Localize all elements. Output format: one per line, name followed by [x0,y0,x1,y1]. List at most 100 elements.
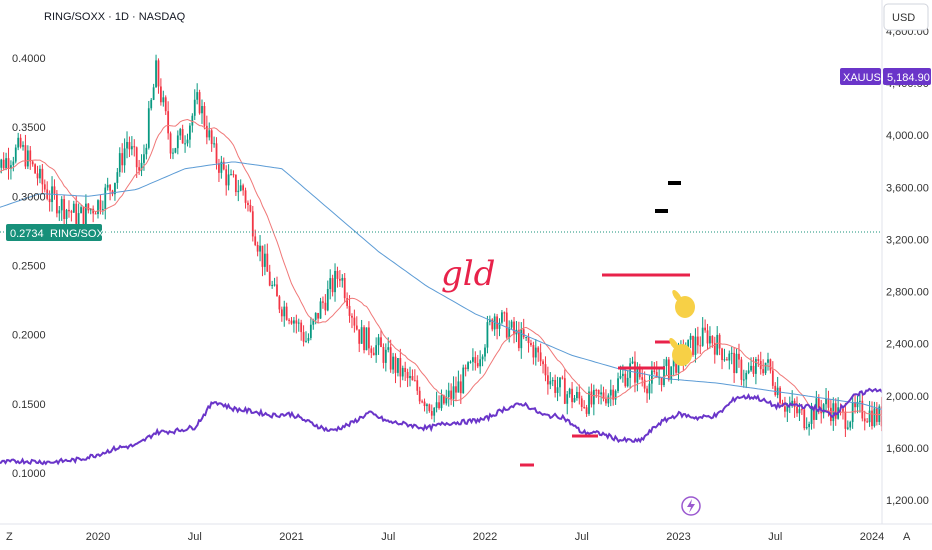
ratio-candle-body [34,164,37,174]
ratio-candle-body [588,391,590,414]
ratio-candle-body [271,284,274,286]
ratio-candle-body [208,130,211,138]
ratio-candle-body [846,427,849,429]
ratio-candle-body [650,370,653,384]
ratio-candle-body [859,400,861,402]
ratio-candle-body [172,152,174,154]
ratio-candle-body [643,379,646,389]
time-axis-tick: Jul [768,531,782,543]
ratio-candle-body [520,329,523,349]
zoom-reset-label[interactable]: Z [6,531,13,543]
ratio-candle-body [60,199,63,211]
time-axis[interactable]: 2020Jul2021Jul2022Jul2023Jul2024Jul2025J… [86,531,932,543]
ratio-candle-body [68,209,70,212]
ratio-candle-body [624,373,627,387]
time-axis-tick: 2023 [666,531,690,543]
ratio-candle-body [80,207,82,214]
chart-title: RING/SOXX · 1D · NASDAQ [44,11,186,23]
ratio-candle-body [338,278,341,281]
ratio-candle-body [237,190,240,193]
ratio-candle-body [445,396,448,404]
ratio-candle-body [791,400,794,406]
ratio-candle-body [179,129,182,136]
ratio-candle-body [861,400,864,419]
right-price-axis[interactable]: 4,800.004,400.004,000.003,600.003,200.00… [886,26,929,507]
ratio-candle-body [530,343,532,346]
ratio-candle-body [210,130,213,145]
ratio-candle-body [672,359,675,367]
ratio-candle-body [99,200,102,210]
ratio-candle-body [609,389,612,396]
ratio-candle-body [341,277,344,281]
ratio-candle-body [247,202,249,205]
currency-button[interactable]: USD [883,3,929,31]
ratio-candle-body [140,162,143,171]
ratio-candle-body [205,125,208,138]
ratio-candle-body [924,459,926,462]
ratio-candle-body [370,348,373,353]
ratio-candle-body [155,60,157,88]
ratio-candle-body [111,190,114,195]
ratio-candle-body [527,336,530,344]
ratio-candle-body [653,370,656,372]
ratio-candle-body [440,395,443,409]
ratio-candle-body [12,161,15,166]
annotation-gld-text: gld [441,254,495,294]
auto-scale-label[interactable]: A [903,531,911,543]
ratio-candle-body [479,359,482,367]
ratio-candle-body [883,423,885,426]
ratio-candle-body [135,147,138,168]
ratio-candle-body [752,365,755,374]
ratio-candle-body [17,137,20,148]
ratio-candle-body [866,421,869,423]
ratio-candle-body [554,380,557,393]
time-axis-tick: 2024 [860,531,884,543]
currency-button-label[interactable]: USD [892,12,915,24]
ratio-candle-body [254,236,257,246]
ratio-candle-body [227,174,230,186]
ratio-candle-body [159,86,162,103]
ratio-candle-body [501,312,503,323]
ratio-candle-body [452,386,455,399]
ratio-candle-body [319,301,322,319]
ratio-candle-body [305,340,307,342]
ratio-candle-body [404,367,407,372]
ratio-candle-body [293,320,295,324]
ratio-candle-body [508,327,511,338]
ratio-candle-body [854,402,856,408]
ratio-candle-body [418,390,421,402]
ratio-candle-body [568,388,571,395]
ratio-candle-body [779,387,781,404]
ratio-candle-body [413,380,416,382]
ratio-candle-body [888,425,890,434]
ratio-candle-body [249,204,252,212]
ratio-candle-body [484,347,486,357]
ratio-candle-body [360,327,363,344]
ratio-candle-body [130,146,133,150]
ratio-candle-body [266,253,269,272]
ratio-candle-body [745,372,748,380]
ratio-candle-body [346,298,349,306]
ratio-candle-body [92,208,95,214]
ratio-candle-body [701,327,704,346]
ratio-candle-body [24,145,27,167]
ratio-candle-body [658,377,661,379]
ratio-candle-body [534,347,537,358]
ratio-candle-body [126,142,128,149]
lightning-icon[interactable] [681,496,701,516]
ratio-candle-body [416,380,419,391]
ratio-candle-body [225,169,228,186]
ratio-candle-body [193,99,196,116]
ratio-candle-body [31,161,34,165]
xauusd-line [0,387,882,466]
time-axis-tick: 2020 [86,531,110,543]
ratio-candle-body [116,172,119,183]
ratio-candle-body [740,359,743,380]
ratio-candle-body [692,335,694,355]
ratio-candle-body [198,92,201,114]
ratio-candle-body [583,406,586,408]
ratio-candle-body [384,349,387,363]
ratio-candle-body [14,147,17,162]
ratio-candle-body [181,129,184,144]
ratio-candle-body [382,346,385,363]
